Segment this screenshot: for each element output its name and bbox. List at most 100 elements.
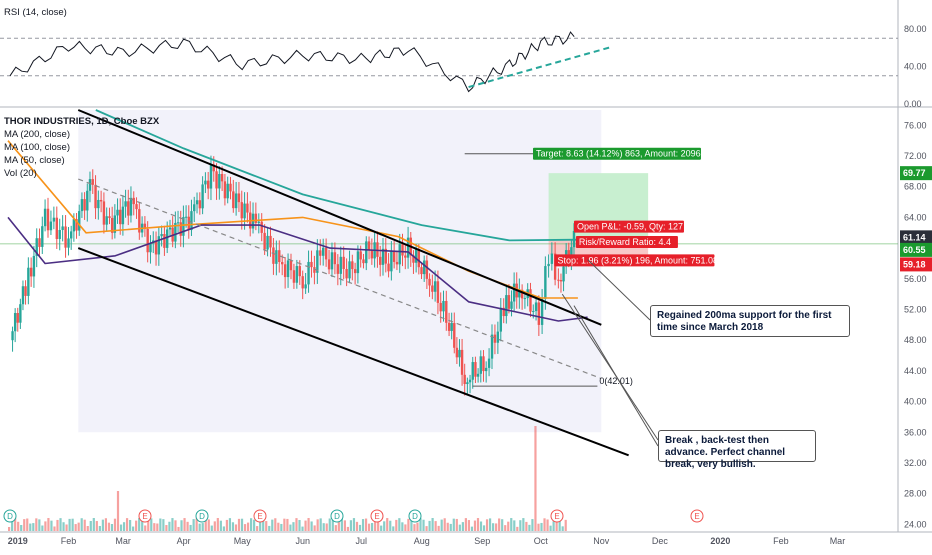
candle-body: [544, 266, 547, 299]
time-axis-tick: Nov: [593, 536, 610, 546]
stop-tag-bg: [554, 254, 715, 267]
candle-body: [365, 241, 368, 264]
volume-bar: [29, 523, 32, 531]
time-axis-tick: Aug: [414, 536, 430, 546]
candle-body: [381, 248, 385, 265]
candle-body: [562, 266, 565, 282]
volume-bar: [485, 519, 489, 531]
candle-body: [108, 216, 111, 218]
candle-body: [226, 183, 229, 199]
candle-body: [94, 184, 97, 209]
rsi-axis-tick: 80.00: [904, 24, 927, 34]
volume-bar: [371, 523, 374, 531]
ma50-legend: MA (50, close): [4, 155, 65, 166]
volume-bar: [62, 522, 65, 531]
candle-body: [69, 231, 73, 239]
candle-body: [460, 349, 464, 375]
volume-bar: [256, 526, 259, 531]
break-pointer-2: [573, 305, 659, 447]
candle-body: [384, 248, 387, 264]
volume-bar: [501, 519, 504, 531]
event-marker-D: [195, 509, 209, 523]
volume-bar: [150, 518, 153, 531]
event-marker-D: [408, 509, 422, 523]
volume-bar: [561, 526, 564, 531]
volume-bar: [307, 518, 310, 531]
candle-body: [453, 323, 456, 348]
volume-bar: [265, 521, 268, 531]
volume-bar: [119, 524, 123, 531]
candle-body: [174, 222, 177, 242]
candle-body: [330, 252, 334, 270]
candle-body: [510, 301, 513, 309]
volume-bar: [319, 518, 322, 531]
volume-bar: [516, 526, 519, 531]
candle-body: [212, 164, 215, 172]
candle-body: [105, 216, 108, 225]
volume-bar: [113, 518, 117, 531]
volume-bar: [71, 518, 74, 531]
candle-body: [72, 219, 76, 232]
candle-body: [289, 260, 293, 271]
candle-body: [165, 229, 169, 248]
candle-body: [46, 208, 50, 231]
candle-body: [420, 267, 423, 275]
candle-body: [466, 382, 469, 385]
volume-bar: [59, 518, 62, 531]
volume-bar: [68, 518, 71, 531]
volume-bar: [210, 525, 213, 531]
ma50-line: [7, 216, 588, 322]
volume-bar: [458, 524, 461, 531]
price-axis-tick: 64.00: [904, 212, 927, 222]
candle-body: [220, 174, 224, 182]
volume-bar: [449, 523, 452, 531]
volume-bar: [410, 518, 413, 531]
target-price-badge: 69.77: [903, 168, 926, 178]
candle-body: [234, 193, 238, 209]
candle-body: [75, 219, 78, 231]
candle-body: [80, 199, 84, 212]
volume-bar: [325, 523, 328, 531]
time-axis-tick: Jul: [355, 536, 367, 546]
volume-bar: [159, 518, 162, 531]
candle-body: [356, 251, 360, 274]
rsi-label: RSI (14, close): [4, 7, 67, 18]
volume-bar: [253, 519, 256, 531]
candle-body: [13, 313, 17, 332]
volume-bar: [398, 518, 401, 531]
event-marker-D: [330, 509, 344, 523]
volume-bar: [310, 521, 313, 531]
volume-bar: [47, 518, 50, 531]
fib-zero-label: 0(42.01): [599, 376, 633, 386]
event-marker-D: [3, 509, 17, 523]
volume-bar: [467, 520, 471, 531]
event-marker-E: [370, 509, 384, 523]
candle-body: [333, 252, 337, 265]
time-axis-tick: Feb: [61, 536, 77, 546]
candle-body: [29, 267, 33, 277]
candle-body: [398, 244, 401, 265]
candle-body: [342, 256, 345, 269]
candle-body: [86, 190, 89, 211]
volume-bar: [443, 518, 446, 531]
candle-body: [390, 250, 393, 272]
event-marker-label: D: [7, 512, 13, 521]
volume-bar: [271, 519, 274, 531]
candle-body: [484, 367, 488, 372]
candle-body: [49, 221, 53, 231]
volume-bar: [116, 491, 120, 531]
current-price-badge-bg: [900, 242, 932, 257]
volume-bar: [525, 521, 528, 531]
volume-bar: [165, 525, 168, 531]
volume-bar: [56, 519, 59, 531]
volume-bar: [289, 524, 292, 531]
time-axis-tick: Sep: [474, 536, 490, 546]
candle-body: [547, 263, 550, 267]
candle-body: [160, 233, 163, 237]
candle-body: [425, 260, 429, 279]
volume-bar: [386, 518, 389, 531]
candle-body: [507, 295, 511, 309]
rsi-trendline: [468, 46, 610, 89]
